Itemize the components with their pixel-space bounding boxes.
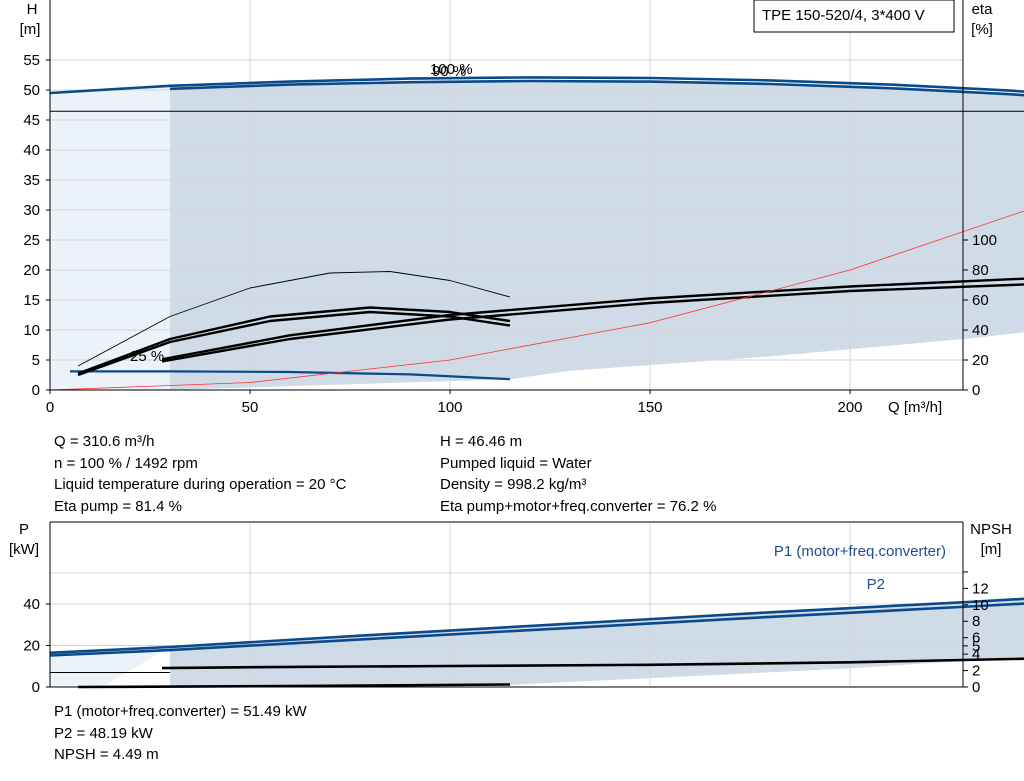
title-box — [753, 0, 955, 33]
curve-head-90 — [169, 79, 1024, 97]
curve-head-25 — [70, 370, 511, 381]
curve-eta-total — [161, 283, 1024, 363]
extended-range-area — [50, 87, 170, 390]
npsh-tick-label: 5 — [972, 638, 980, 655]
curve-eta-pump — [161, 277, 1024, 361]
npsh-tick-label: 6 — [972, 630, 980, 647]
y-left-axis-unit: [m] — [20, 21, 41, 38]
y-right-tick-label: 20 — [972, 352, 989, 369]
x-tick-label: 200 — [837, 399, 862, 416]
curve-eta-low-total — [77, 310, 511, 377]
npsh-tick-label: 0 — [972, 679, 980, 696]
npsh-axis-label: NPSH — [970, 521, 1012, 538]
x-tick-label: 100 — [437, 399, 462, 416]
curve-npsh — [161, 657, 1024, 670]
info-npsh: NPSH = 4.49 m — [54, 746, 159, 763]
y-left-tick-label: 35 — [23, 172, 40, 189]
y-left-axis-label: H — [27, 1, 38, 18]
y-left-tick-label: 10 — [23, 322, 40, 339]
info-temperature: Liquid temperature during operation = 20… — [54, 476, 347, 493]
operating-range-area — [170, 81, 1024, 390]
npsh-tick-label: 10 — [972, 597, 989, 614]
info-flow: Q = 310.6 m³/h — [54, 433, 155, 450]
p-y-tick-label: 40 — [23, 596, 40, 613]
info-eta-pump: Eta pump = 81.4 % — [54, 497, 182, 515]
chart-title: TPE 150-520/4, 3*400 V — [762, 7, 925, 24]
legend-p2: P2 — [867, 576, 885, 593]
x-tick-label: 150 — [637, 399, 662, 416]
y-left-tick-label: 20 — [23, 262, 40, 279]
info-eta-total: Eta pump+motor+freq.converter = 76.2 % — [440, 497, 717, 515]
npsh-tick-label: 8 — [972, 613, 980, 630]
npsh-tick-label: 4 — [972, 646, 980, 663]
y-right-axis-unit: [%] — [971, 21, 993, 38]
x-tick-label: 50 — [242, 399, 259, 416]
curve-p1 — [49, 597, 1024, 655]
y-left-tick-label: 25 — [23, 232, 40, 249]
y-right-tick-label: 100 — [972, 232, 997, 249]
curve-p2 — [49, 602, 1024, 657]
p-axis-label: P — [19, 521, 29, 538]
y-left-tick-label: 5 — [32, 352, 40, 369]
info-liquid: Pumped liquid = Water — [440, 454, 592, 472]
curve-eta-low-thin — [77, 271, 511, 367]
x-tick-label: 0 — [46, 399, 54, 416]
curve-eta-low-pump — [77, 306, 511, 375]
npsh-tick-label: 12 — [972, 580, 989, 597]
info-top-left: Q = 310.6 m³/h n = 100 % / 1492 rpm Liqu… — [54, 431, 346, 517]
power-extended-area — [50, 646, 170, 687]
info-p1: P1 (motor+freq.converter) = 51.49 kW — [54, 703, 307, 720]
p-axis-unit: [kW] — [9, 541, 39, 558]
y-right-tick-label: 60 — [972, 292, 989, 309]
info-density: Density = 998.2 kg/m³ — [440, 476, 587, 493]
y-right-tick-label: 40 — [972, 322, 989, 339]
info-head: H = 46.46 m — [440, 433, 523, 450]
y-left-tick-label: 30 — [23, 202, 40, 219]
curve-system-curve — [49, 210, 1024, 391]
y-left-tick-label: 40 — [23, 142, 40, 159]
y-left-tick-label: 50 — [23, 82, 40, 99]
p-y-tick-label: 0 — [32, 679, 40, 696]
x-axis-label: Q [m³/h] — [888, 399, 942, 416]
y-left-tick-label: 0 — [32, 382, 40, 399]
y-left-tick-label: 15 — [23, 292, 40, 309]
y-left-tick-label: 45 — [23, 112, 40, 129]
y-right-tick-label: 0 — [972, 382, 980, 399]
info-bottom: P1 (motor+freq.converter) = 51.49 kW P2 … — [54, 701, 307, 766]
y-right-tick-label: 80 — [972, 262, 989, 279]
curve-head-100 — [49, 76, 1024, 95]
p-y-tick-label: 20 — [23, 638, 40, 655]
power-range-area — [170, 598, 1024, 687]
info-speed: n = 100 % / 1492 rpm — [54, 454, 198, 472]
npsh-tick-label: 2 — [972, 663, 980, 680]
speed-label-100: 100 % — [430, 61, 473, 78]
y-left-tick-label: 55 — [23, 52, 40, 69]
legend-p1: P1 (motor+freq.converter) — [774, 543, 946, 560]
info-p2: P2 = 48.19 kW — [54, 724, 153, 742]
y-right-axis-label: eta — [972, 1, 994, 18]
npsh-axis-unit: [m] — [981, 541, 1002, 558]
speed-label-25: 25 % — [130, 348, 164, 365]
info-top-right: H = 46.46 m Pumped liquid = Water Densit… — [440, 431, 716, 517]
speed-label-90: 90 % — [432, 63, 466, 80]
